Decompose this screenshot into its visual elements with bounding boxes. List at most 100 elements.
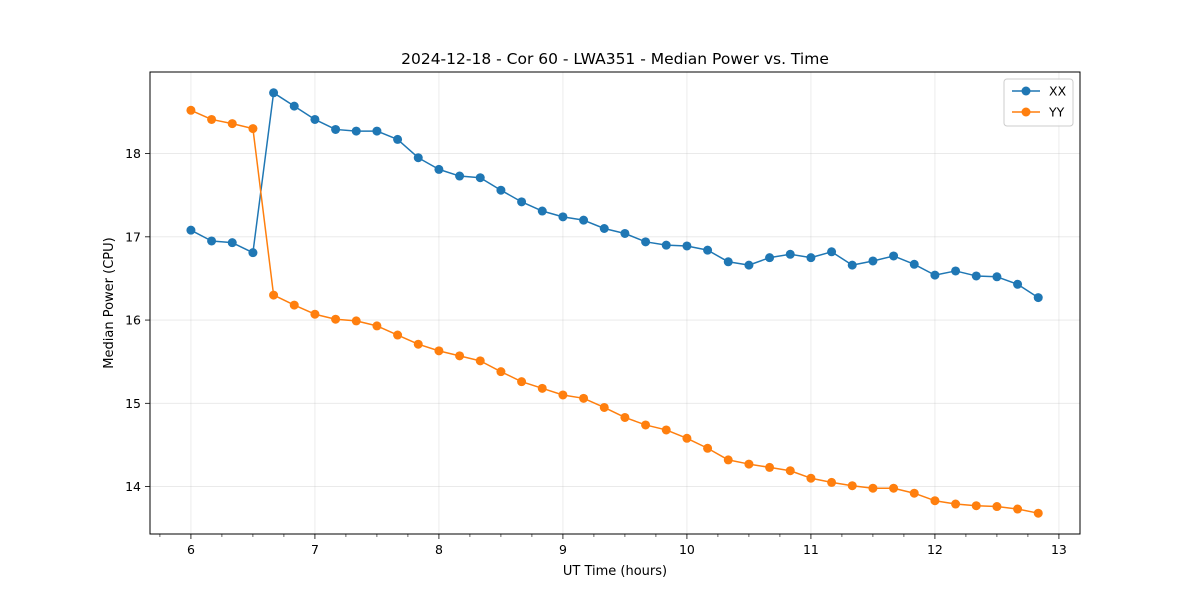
legend-label-xx: XX	[1049, 84, 1067, 99]
data-point-yy	[475, 356, 485, 366]
plot-frame	[149, 71, 1081, 535]
data-point-xx	[889, 251, 899, 261]
data-point-xx	[1013, 279, 1023, 289]
data-point-yy	[227, 119, 237, 129]
data-point-yy	[847, 481, 857, 491]
data-point-yy	[765, 462, 775, 472]
grid-lines	[150, 72, 1080, 534]
data-point-xx	[289, 101, 299, 111]
data-point-xx	[475, 173, 485, 183]
data-point-xx	[455, 171, 465, 181]
data-point-yy	[599, 402, 609, 412]
data-point-xx	[248, 248, 258, 258]
data-point-yy	[806, 473, 816, 483]
x-tick-label: 10	[679, 542, 695, 557]
data-point-yy	[372, 321, 382, 331]
data-point-yy	[207, 114, 217, 124]
data-point-yy	[703, 443, 713, 453]
data-point-yy	[1033, 508, 1043, 518]
data-point-xx	[641, 237, 651, 247]
data-point-xx	[351, 126, 361, 136]
data-point-yy	[992, 502, 1002, 512]
data-point-xx	[909, 259, 919, 269]
data-point-yy	[496, 367, 506, 377]
data-point-xx	[269, 88, 279, 98]
data-point-yy	[868, 483, 878, 493]
data-point-yy	[517, 377, 527, 387]
data-point-xx	[331, 124, 341, 134]
data-point-xx	[661, 240, 671, 250]
data-point-yy	[889, 483, 899, 493]
data-point-yy	[537, 383, 547, 393]
data-point-xx	[682, 241, 692, 251]
series-layer	[186, 88, 1043, 518]
data-point-yy	[744, 459, 754, 469]
series-xx	[186, 88, 1043, 303]
data-point-xx	[186, 225, 196, 235]
series-yy	[186, 105, 1043, 518]
data-point-xx	[971, 271, 981, 281]
y-tick-label: 14	[125, 479, 141, 494]
data-point-xx	[393, 134, 403, 144]
data-point-xx	[1033, 293, 1043, 303]
data-point-yy	[971, 501, 981, 511]
data-point-yy	[351, 316, 361, 326]
data-point-xx	[847, 260, 857, 270]
x-tick-label: 13	[1051, 542, 1067, 557]
data-point-yy	[641, 420, 651, 430]
plot-area	[150, 72, 1080, 534]
data-point-xx	[434, 164, 444, 174]
data-point-yy	[455, 351, 465, 361]
data-point-xx	[827, 247, 837, 257]
x-tick-label: 12	[927, 542, 943, 557]
chart-title: 2024-12-18 - Cor 60 - LWA351 - Median Po…	[401, 50, 829, 68]
x-tick-label: 6	[187, 542, 195, 557]
data-point-yy	[269, 290, 279, 300]
data-point-yy	[558, 390, 568, 400]
data-point-yy	[661, 425, 671, 435]
y-tick-label: 18	[125, 146, 141, 161]
x-tick-label: 11	[803, 542, 819, 557]
data-point-xx	[744, 260, 754, 270]
data-point-yy	[248, 124, 258, 134]
data-point-yy	[413, 339, 423, 349]
data-point-xx	[517, 197, 527, 207]
legend-label-yy: YY	[1048, 105, 1065, 120]
y-tick-label: 17	[125, 229, 141, 244]
data-point-xx	[537, 206, 547, 216]
data-point-xx	[765, 253, 775, 263]
data-point-xx	[496, 185, 506, 195]
data-point-xx	[413, 153, 423, 163]
data-point-xx	[806, 253, 816, 263]
data-point-xx	[599, 223, 609, 233]
data-point-yy	[723, 455, 733, 465]
data-point-xx	[930, 270, 940, 280]
data-point-yy	[785, 466, 795, 476]
data-point-yy	[289, 300, 299, 310]
data-point-xx	[785, 249, 795, 259]
data-point-yy	[930, 496, 940, 506]
data-point-xx	[868, 256, 878, 266]
axis-ticks: 6 7 8 9 10 11 12 13 14 15 16 17 18	[125, 146, 1067, 557]
data-point-yy	[909, 488, 919, 498]
data-point-xx	[372, 126, 382, 136]
data-point-xx	[620, 228, 630, 238]
legend-marker-xx	[1021, 86, 1031, 96]
data-point-xx	[558, 212, 568, 222]
data-point-yy	[682, 433, 692, 443]
data-point-xx	[227, 238, 237, 248]
data-point-yy	[1013, 504, 1023, 514]
data-point-xx	[951, 266, 961, 276]
data-point-yy	[186, 105, 196, 115]
data-point-yy	[827, 477, 837, 487]
data-point-xx	[703, 245, 713, 255]
data-point-yy	[310, 309, 320, 319]
y-axis-label: Median Power (CPU)	[102, 237, 117, 368]
data-point-xx	[310, 114, 320, 124]
data-point-xx	[207, 236, 217, 246]
data-point-yy	[434, 346, 444, 356]
data-point-yy	[620, 412, 630, 422]
data-point-yy	[393, 330, 403, 340]
